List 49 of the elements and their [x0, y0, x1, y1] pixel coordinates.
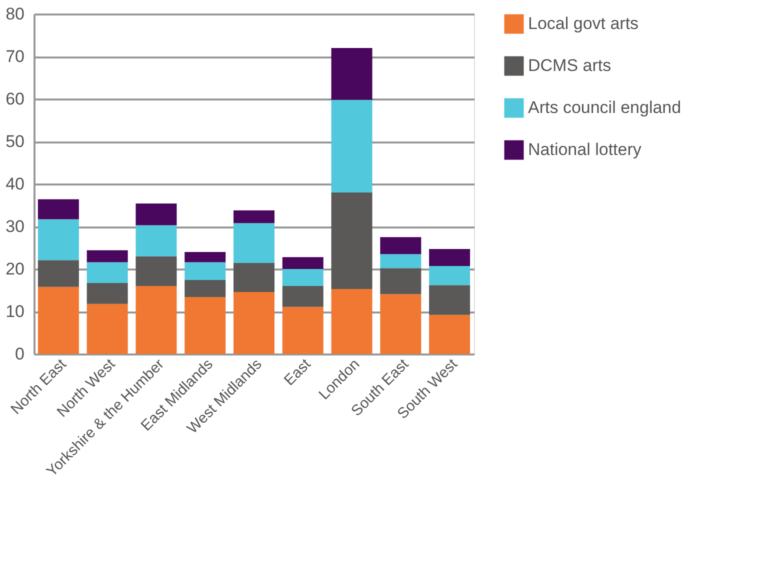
bar	[282, 257, 324, 269]
bar	[380, 268, 422, 294]
bar	[38, 199, 79, 220]
legend-label: Local govt arts	[528, 14, 639, 33]
bar	[184, 297, 226, 354]
bar	[234, 292, 274, 354]
bar	[234, 223, 274, 264]
bar	[38, 219, 79, 260]
y-tick-label: 80	[6, 4, 24, 24]
bar	[86, 262, 128, 284]
y-tick-label: 40	[6, 174, 24, 194]
y-tick-label: 60	[6, 90, 24, 108]
bar	[86, 283, 128, 304]
bar	[136, 256, 177, 286]
bar	[136, 225, 177, 256]
bar	[136, 286, 177, 354]
bar	[184, 252, 226, 262]
y-tick-label: 70	[6, 47, 24, 66]
bar	[234, 210, 274, 224]
bar	[429, 285, 470, 315]
bar	[331, 192, 372, 289]
bar	[380, 237, 422, 254]
legend-label: DCMS arts	[528, 56, 612, 75]
bar	[331, 288, 372, 354]
y-tick-label: 0	[15, 344, 24, 364]
legend-label: Arts council england	[528, 98, 682, 117]
bar	[429, 249, 470, 266]
y-tick-label: 50	[6, 132, 24, 151]
bar	[429, 266, 470, 286]
bar	[184, 280, 226, 298]
bar	[38, 286, 79, 354]
y-tick-label: 30	[6, 217, 24, 236]
bar	[136, 204, 177, 226]
y-tick-label: 10	[6, 302, 24, 321]
bar	[429, 314, 470, 354]
bar	[331, 48, 372, 100]
bar	[184, 262, 226, 280]
bar	[282, 286, 324, 307]
bar	[282, 269, 324, 286]
bar	[282, 306, 324, 354]
bar	[38, 260, 79, 287]
bar	[86, 304, 128, 354]
bar	[380, 294, 422, 354]
bar	[234, 263, 274, 292]
legend-label: National lottery	[528, 140, 642, 159]
y-tick-label: 20	[6, 260, 24, 278]
bar	[380, 254, 422, 268]
bar	[331, 100, 372, 192]
bar	[86, 250, 128, 262]
